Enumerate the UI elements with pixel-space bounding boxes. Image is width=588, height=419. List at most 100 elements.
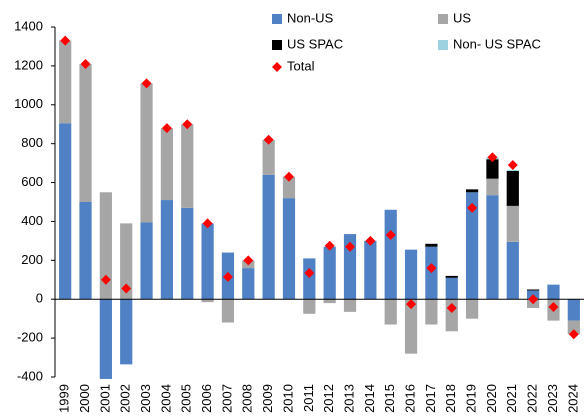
bar-segment [506, 241, 519, 300]
bar-segment [140, 83, 153, 223]
x-tick-label: 2011 [301, 384, 316, 412]
x-tick-label: 2009 [260, 384, 275, 413]
y-tick-label: 1400 [14, 18, 43, 33]
legend-swatch [438, 40, 448, 50]
legend-label: Total [287, 58, 315, 73]
bar-segment [486, 159, 499, 179]
legend-label: Non- US SPAC [453, 36, 541, 51]
x-tick-label: 2012 [321, 384, 336, 413]
total-marker [243, 255, 254, 266]
x-tick-label: 2017 [423, 384, 438, 413]
x-tick-label: 2020 [484, 384, 499, 413]
bar-segment [547, 284, 560, 300]
bar-segment [425, 243, 438, 247]
bar-segment [181, 124, 194, 208]
bar-segment [323, 246, 336, 300]
x-tick-label: 2019 [464, 384, 479, 413]
x-tick-label: 2002 [118, 384, 133, 413]
bar-segment [445, 275, 458, 278]
y-tick-label: 800 [21, 135, 43, 150]
bar-segment [567, 320, 580, 335]
x-tick-label: 2004 [158, 384, 173, 413]
x-tick-label: 2001 [97, 384, 112, 413]
total-marker [161, 123, 172, 134]
bar-segment [384, 209, 397, 300]
total-marker [406, 299, 417, 310]
x-tick-label: 2015 [382, 384, 397, 413]
x-tick-label: 2007 [219, 384, 234, 413]
bar-segment [242, 268, 255, 300]
total-marker [222, 271, 233, 282]
total-marker [202, 218, 213, 229]
total-marker [467, 202, 478, 213]
y-tick-label: -400 [17, 368, 43, 383]
bar-segment [303, 299, 316, 314]
bar-segment [343, 234, 357, 300]
total-marker [507, 160, 518, 171]
bar-segment [120, 223, 133, 300]
total-marker [100, 274, 111, 285]
legend-swatch [438, 14, 448, 24]
total-marker [283, 171, 294, 182]
y-tick-label: 200 [21, 252, 43, 267]
total-marker [60, 35, 71, 46]
bar-segment [323, 299, 336, 304]
x-tick-label: 2018 [443, 384, 458, 413]
legend-label: Non-US [287, 10, 334, 25]
x-tick-label: 2024 [565, 384, 580, 413]
y-tick-label: 0 [36, 291, 43, 306]
x-tick-label: 2014 [362, 384, 377, 413]
total-marker [121, 283, 132, 294]
x-tick-label: 2003 [138, 384, 153, 413]
total-marker [182, 119, 193, 130]
bar-segment [160, 128, 174, 201]
bar-segment [343, 299, 357, 312]
bar-segment [282, 176, 296, 199]
total-marker [141, 78, 152, 89]
bar-segment [465, 192, 479, 300]
legend-label: US SPAC [287, 36, 343, 51]
x-tick-label: 2022 [525, 384, 540, 413]
x-tick-label: 2006 [199, 384, 214, 413]
bar-segment [404, 249, 418, 300]
x-tick-label: 2005 [179, 384, 194, 413]
bar-segment [201, 223, 214, 300]
bar-segment [160, 200, 174, 300]
legend-label: US [453, 10, 471, 25]
bar-segment [181, 207, 194, 300]
bar-segment [303, 258, 316, 300]
bar-segment [384, 299, 397, 325]
y-tick-label: 400 [21, 213, 43, 228]
legend-marker [272, 62, 282, 72]
bar-segment [567, 299, 580, 321]
bar-segment [59, 123, 72, 300]
y-tick-label: 1200 [14, 57, 43, 72]
total-marker [385, 230, 396, 241]
bar-segment [465, 299, 479, 319]
bar-segment [99, 299, 112, 379]
bar-segment [221, 299, 235, 323]
bar-segment [506, 169, 519, 171]
bar-segment [201, 299, 214, 303]
legend-swatch [272, 14, 282, 24]
total-marker [304, 267, 315, 278]
bar-segment [59, 40, 72, 124]
bar-segment [79, 63, 92, 202]
total-marker [446, 302, 457, 313]
bar-segment [486, 178, 499, 196]
bar-segment [262, 139, 275, 175]
bar-segment [262, 174, 275, 300]
x-tick-label: 2021 [504, 384, 519, 413]
bar-segment [79, 202, 92, 300]
total-marker [426, 263, 437, 274]
y-tick-label: 1000 [14, 96, 43, 111]
total-marker [80, 58, 91, 69]
bar-segment [364, 240, 377, 300]
y-tick-label: -200 [17, 330, 43, 345]
x-tick-label: 2016 [402, 384, 417, 413]
bar-segment [140, 222, 153, 300]
total-marker [324, 240, 335, 251]
bar-segment [527, 289, 540, 291]
bar-segment [465, 189, 479, 193]
